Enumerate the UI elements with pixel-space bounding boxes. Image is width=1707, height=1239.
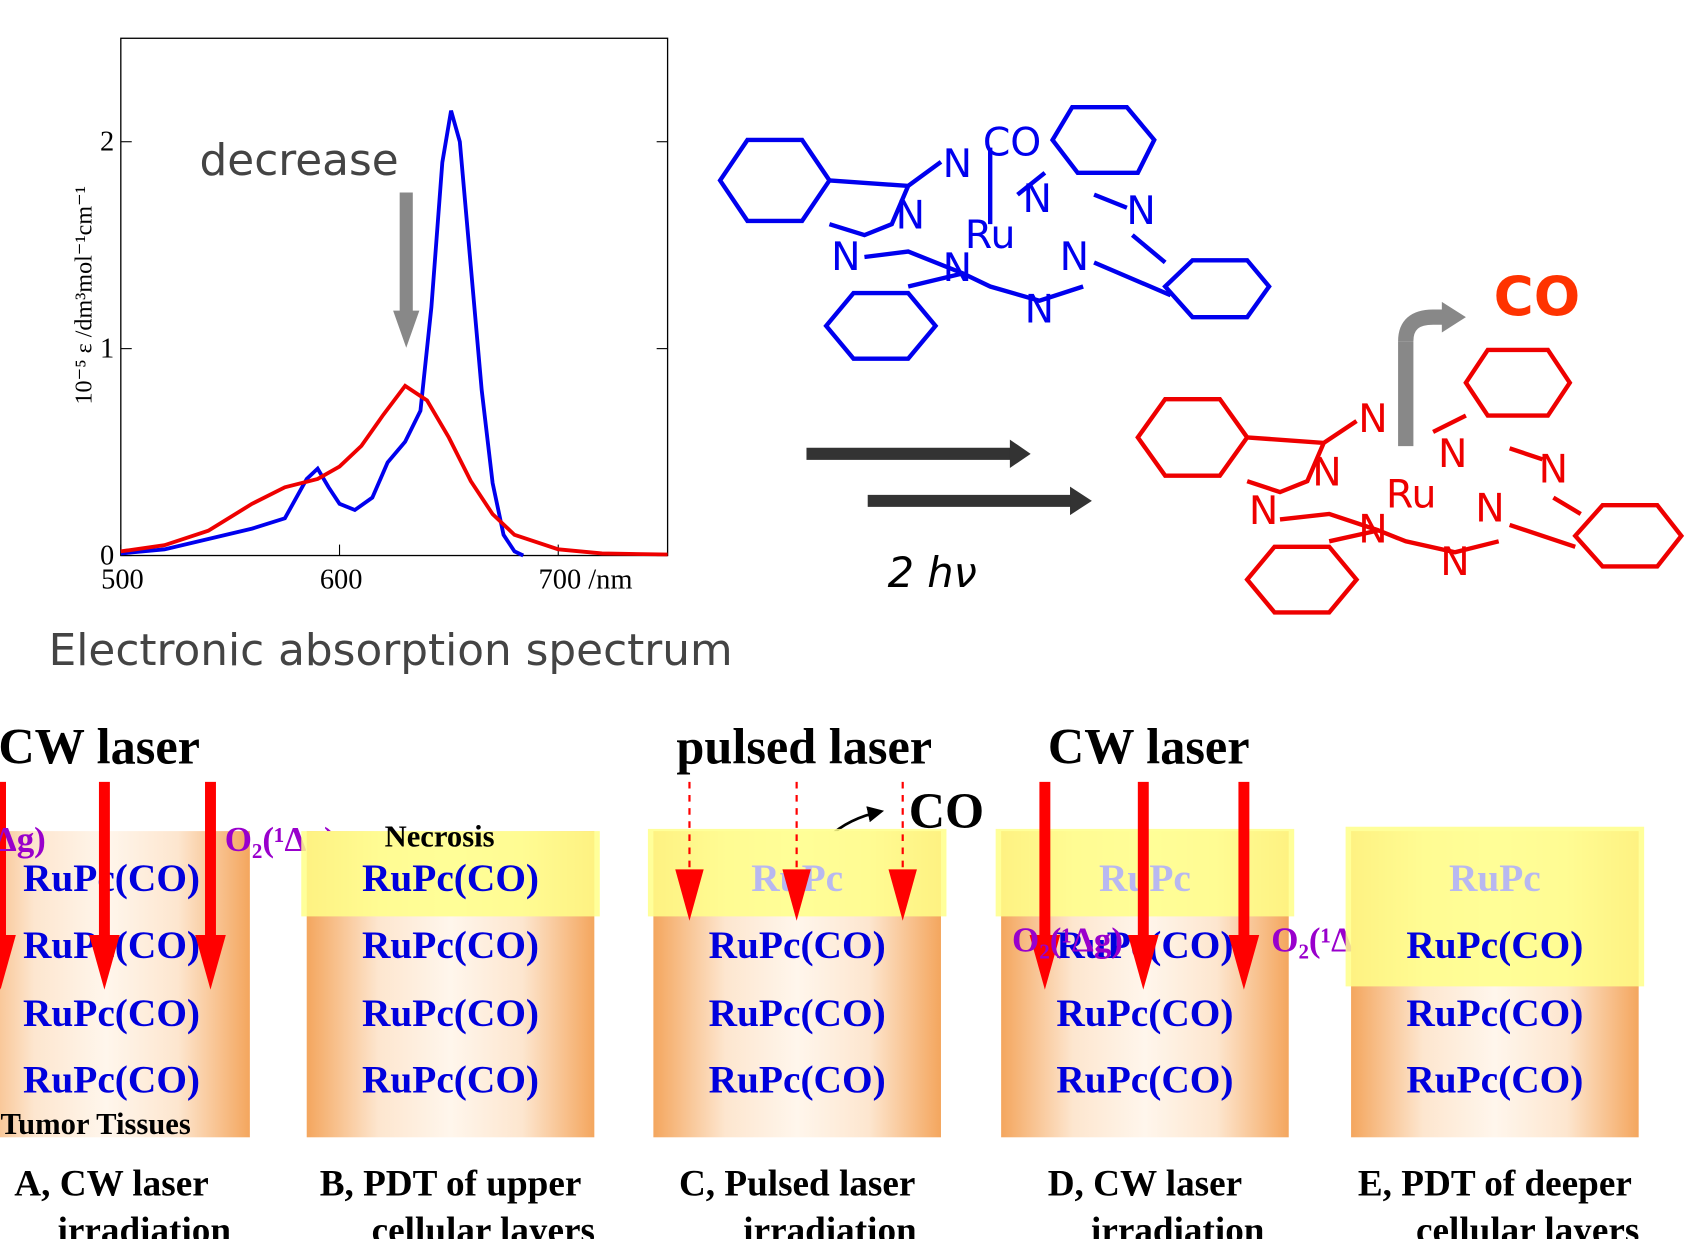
singlet-oxygen: O₂(¹Δg) (0, 820, 46, 859)
panel-caption: cellular layers (1416, 1210, 1639, 1239)
reaction-arrow (806, 454, 1072, 501)
atom-label: N (943, 245, 972, 291)
spectrum-line (121, 386, 668, 555)
compound-label: RuPc(CO) (23, 1057, 200, 1101)
atom-label: N (896, 193, 925, 239)
compound-label: RuPc(CO) (709, 923, 886, 967)
atom-label: N (1126, 188, 1155, 234)
x-tick-label: 700 /nm (539, 564, 633, 595)
y-tick-label: 0 (100, 540, 114, 571)
compound-label: RuPc(CO) (362, 856, 539, 900)
compound-label: RuPc(CO) (1406, 1057, 1583, 1101)
atom-label: N (1249, 488, 1278, 534)
compound-label: RuPc(CO) (23, 856, 200, 900)
atom-label: N (943, 141, 972, 187)
compound-label: RuPc (1449, 856, 1541, 900)
compound-label: RuPc(CO) (1406, 991, 1583, 1035)
atom-label: N (1358, 506, 1387, 552)
atom-label: N (1060, 234, 1089, 280)
compound-label: RuPc(CO) (709, 991, 886, 1035)
atom-label: CO (983, 119, 1041, 165)
panel-caption: B, PDT of upper (320, 1163, 582, 1204)
released-co: CO (1494, 264, 1581, 328)
y-tick-label: 2 (100, 126, 114, 157)
plot-frame (121, 38, 668, 555)
scheme-header: CW laser (1048, 718, 1250, 774)
x-tick-label: 600 (320, 564, 363, 595)
panel-caption: A, CW laser (14, 1163, 208, 1204)
release-arrow (1406, 317, 1444, 341)
compound-label: RuPc(CO) (362, 923, 539, 967)
compound-label: RuPc(CO) (1056, 991, 1233, 1035)
y-axis-label: 10⁻⁵ ε /dm³mol⁻¹cm⁻¹ (71, 186, 97, 404)
tissue-note: Tumor Tissues (1, 1107, 191, 1141)
annotation: decrease (200, 135, 399, 186)
compound-label: RuPc(CO) (23, 991, 200, 1035)
atom-label: N (1025, 287, 1054, 333)
singlet-oxygen: O₂(¹Δg) (1012, 920, 1123, 959)
tissue-note: Necrosis (385, 819, 495, 853)
panel-caption: irradiation (743, 1210, 917, 1239)
release-arrow-head (1442, 302, 1466, 333)
annotation-arrow-head (393, 311, 419, 348)
atom-label: N (1438, 431, 1467, 477)
atom-label: N (1539, 446, 1568, 492)
scheme-header: CW laser (0, 718, 200, 774)
atom-label: N (1022, 176, 1051, 222)
atom-label: N (1358, 396, 1387, 442)
y-tick-label: 1 (100, 333, 114, 364)
scheme-header: pulsed laser (676, 718, 932, 774)
compound-label: RuPc(CO) (709, 1057, 886, 1101)
atom-label: N (1312, 450, 1341, 496)
panel-caption: cellular layers (372, 1210, 595, 1239)
panel-caption: irradiation (1091, 1210, 1265, 1239)
atom-label: N (1440, 539, 1469, 585)
panel-caption: D, CW laser (1048, 1163, 1242, 1204)
atom-label: Ru (965, 212, 1016, 258)
compound-label: RuPc(CO) (1406, 923, 1583, 967)
chart-caption: Electronic absorption spectrum (49, 625, 733, 676)
compound-label: RuPc(CO) (1056, 1057, 1233, 1101)
atom-label: N (1475, 486, 1504, 532)
panel-caption: C, Pulsed laser (679, 1163, 915, 1204)
panel-caption: irradiation (58, 1210, 232, 1239)
compound-label: RuPc(CO) (362, 1057, 539, 1101)
atom-label: N (831, 234, 860, 280)
compound-label: RuPc(CO) (362, 991, 539, 1035)
atom-label: Ru (1386, 471, 1437, 517)
panel-caption: E, PDT of deeper (1358, 1163, 1632, 1204)
figure: 10⁻⁵ ε /dm³mol⁻¹cm⁻¹ Electronic absorpti… (0, 0, 1707, 1239)
reaction-label: 2 hν (888, 548, 977, 597)
